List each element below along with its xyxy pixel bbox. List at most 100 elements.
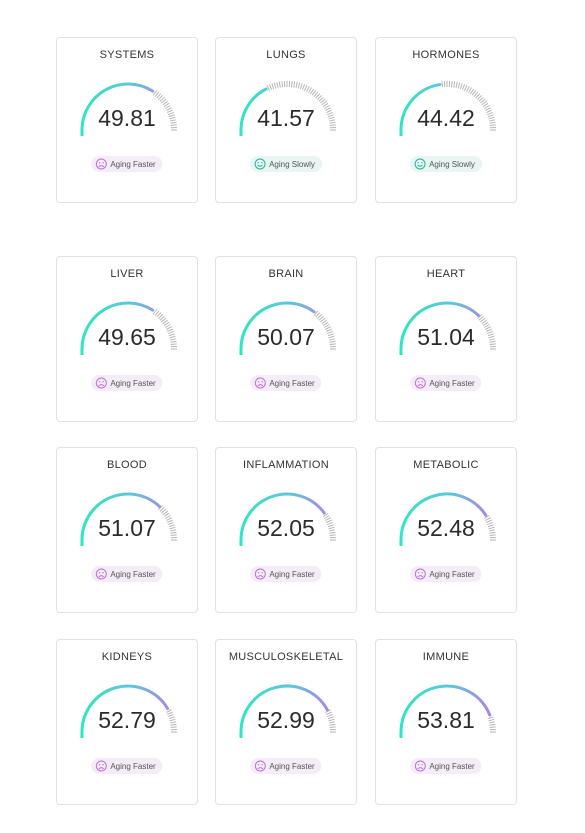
system-card-musculoskeletal[interactable]: MUSCULOSKELETAL 52.99 Aging Faster xyxy=(215,639,357,805)
gauge-tick xyxy=(487,333,494,337)
system-card-immune[interactable]: IMMUNE 53.81 Aging Faster xyxy=(375,639,517,805)
gauge-tick xyxy=(486,111,493,116)
frown-face-icon xyxy=(254,568,266,580)
status-label: Aging Faster xyxy=(110,159,156,169)
system-card-lungs[interactable]: LUNGS 41.57 Aging Slowly xyxy=(215,37,357,203)
card-title: MUSCULOSKELETAL xyxy=(228,651,344,663)
gauge-tick xyxy=(167,521,174,526)
gauge-tick xyxy=(164,324,171,328)
gauge-tick xyxy=(278,81,281,88)
gauge-tick xyxy=(481,100,487,106)
gauge-tick xyxy=(321,100,327,106)
gauge-tick xyxy=(169,116,176,120)
card-title: METABOLIC xyxy=(413,459,479,471)
gauge-tick xyxy=(487,114,494,118)
status-label: Aging Faster xyxy=(429,378,475,388)
status-badge: Aging Faster xyxy=(91,758,163,774)
gauge-fill-arc xyxy=(80,301,155,359)
gauge-tick xyxy=(329,726,336,729)
system-card-blood[interactable]: BLOOD 51.07 Aging Faster xyxy=(56,447,198,613)
gauge-tick xyxy=(325,107,331,111)
gauge-tick xyxy=(168,114,175,118)
gauge-tick xyxy=(169,721,177,724)
gauge-tick xyxy=(317,313,323,319)
gauge-tick xyxy=(301,84,306,91)
gauge-tick xyxy=(482,321,489,326)
gauge-tick xyxy=(313,310,319,316)
gauge-tick xyxy=(320,98,326,104)
system-card-brain[interactable]: BRAIN 50.07 Aging Faster xyxy=(215,256,357,422)
gauge-tick xyxy=(161,98,167,104)
gauge-tick xyxy=(161,508,167,514)
system-card-heart[interactable]: HEART 51.04 Aging Faster xyxy=(375,256,517,422)
gauge-tick xyxy=(166,709,172,713)
gauge-value: 49.81 xyxy=(98,105,156,131)
gauge-tick xyxy=(453,81,456,88)
status-label: Aging Faster xyxy=(110,761,156,771)
smile-face-icon xyxy=(414,158,426,170)
system-card-inflammation[interactable]: INFLAMMATION 52.05 Aging Faster xyxy=(215,447,357,613)
gauge-tick xyxy=(450,81,453,88)
gauge-tick xyxy=(483,515,490,519)
age-gauge xyxy=(235,295,339,359)
gauge-tick xyxy=(328,529,336,532)
age-gauge xyxy=(76,486,180,550)
frown-face-icon xyxy=(95,377,107,389)
status-badge: Aging Faster xyxy=(250,375,322,391)
gauge-tick xyxy=(329,531,336,534)
gauge-tick xyxy=(326,111,333,116)
gauge-tick xyxy=(489,726,496,729)
status-label: Aging Slowly xyxy=(269,159,315,169)
gauge-tick xyxy=(268,84,273,91)
gauge-tick xyxy=(326,519,332,523)
gauge-tick xyxy=(329,723,336,726)
card-title: BLOOD xyxy=(106,459,147,471)
gauge-tick xyxy=(441,81,444,88)
gauge-tick xyxy=(322,102,329,107)
gauge-fill-arc xyxy=(399,83,442,140)
gauge-tick xyxy=(170,726,177,729)
gauge-fill-arc xyxy=(80,492,161,550)
gauge-tick xyxy=(327,114,334,118)
gauge-value: 44.42 xyxy=(417,105,475,131)
age-gauge xyxy=(395,486,499,550)
gauge-tick xyxy=(485,517,491,521)
gauge-tick xyxy=(481,319,487,325)
gauge-tick xyxy=(483,105,490,109)
gauge-value: 53.81 xyxy=(417,707,475,733)
gauge-value: 51.04 xyxy=(417,324,475,350)
gauge-tick xyxy=(318,96,324,102)
gauge-tick xyxy=(169,526,176,530)
card-title: HORMONES xyxy=(412,49,480,61)
status-label: Aging Faster xyxy=(429,761,475,771)
gauge-tick xyxy=(170,121,177,124)
gauge-tick xyxy=(457,82,461,89)
gauge-tick xyxy=(162,319,168,325)
status-badge: Aging Faster xyxy=(410,758,482,774)
system-card-systems[interactable]: SYSTEMS 49.81 Aging Faster xyxy=(56,37,198,203)
gauge-tick xyxy=(455,81,458,89)
status-badge: Aging Slowly xyxy=(250,156,322,172)
gauge-tick xyxy=(475,93,481,99)
gauge-tick xyxy=(156,93,162,99)
gauge-tick xyxy=(306,86,310,92)
gauge-value: 52.99 xyxy=(257,707,315,733)
gauge-tick xyxy=(326,711,332,715)
gauge-tick xyxy=(485,107,491,111)
gauge-tick xyxy=(459,83,463,90)
frown-face-icon xyxy=(95,158,107,170)
gauge-tick xyxy=(328,119,336,122)
gauge-value: 52.79 xyxy=(98,707,156,733)
gauge-tick xyxy=(326,109,332,113)
gauge-tick xyxy=(167,711,173,715)
gauge-tick xyxy=(273,82,277,89)
gauge-tick xyxy=(166,326,172,330)
gauge-tick xyxy=(322,512,329,517)
system-card-hormones[interactable]: HORMONES 44.42 Aging Slowly xyxy=(375,37,517,203)
system-card-liver[interactable]: LIVER 49.65 Aging Faster xyxy=(56,256,198,422)
gauge-tick xyxy=(478,315,484,321)
system-card-kidneys[interactable]: KIDNEYS 52.79 Aging Faster xyxy=(56,639,198,805)
card-title: IMMUNE xyxy=(422,651,470,663)
system-card-metabolic[interactable]: METABOLIC 52.48 Aging Faster xyxy=(375,447,517,613)
status-label: Aging Faster xyxy=(269,761,315,771)
